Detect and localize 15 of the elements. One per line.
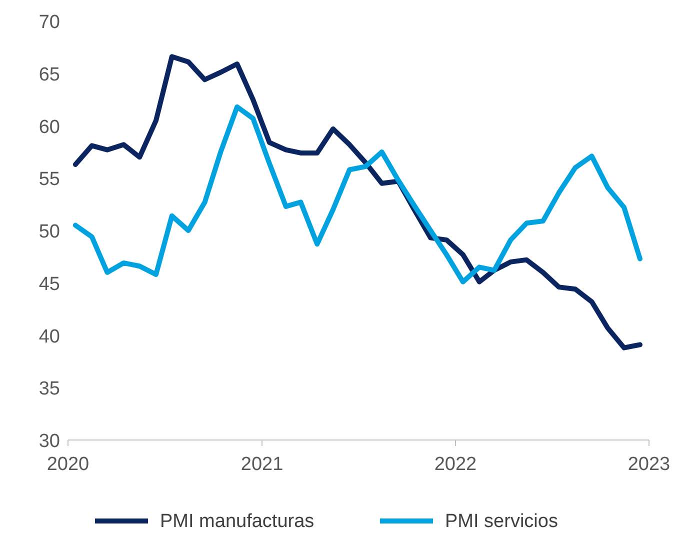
y-tick-label: 60: [38, 116, 60, 138]
legend-label: PMI servicios: [445, 511, 558, 532]
x-tick-label: 2023: [628, 454, 670, 475]
y-tick-label: 30: [38, 431, 60, 452]
x-tick-label: 2022: [434, 454, 477, 475]
y-tick-label: 65: [38, 64, 60, 86]
y-tick-label: 40: [38, 326, 60, 348]
x-tick-label: 2021: [240, 454, 284, 475]
y-tick-label: 35: [38, 378, 60, 400]
y-tick-label: 70: [38, 12, 60, 33]
y-tick-label: 45: [38, 274, 60, 295]
x-tick-label: 2020: [46, 454, 90, 475]
y-tick-label: 55: [38, 169, 60, 190]
legend-label: PMI manufacturas: [160, 511, 314, 532]
y-tick-label: 50: [38, 222, 60, 242]
